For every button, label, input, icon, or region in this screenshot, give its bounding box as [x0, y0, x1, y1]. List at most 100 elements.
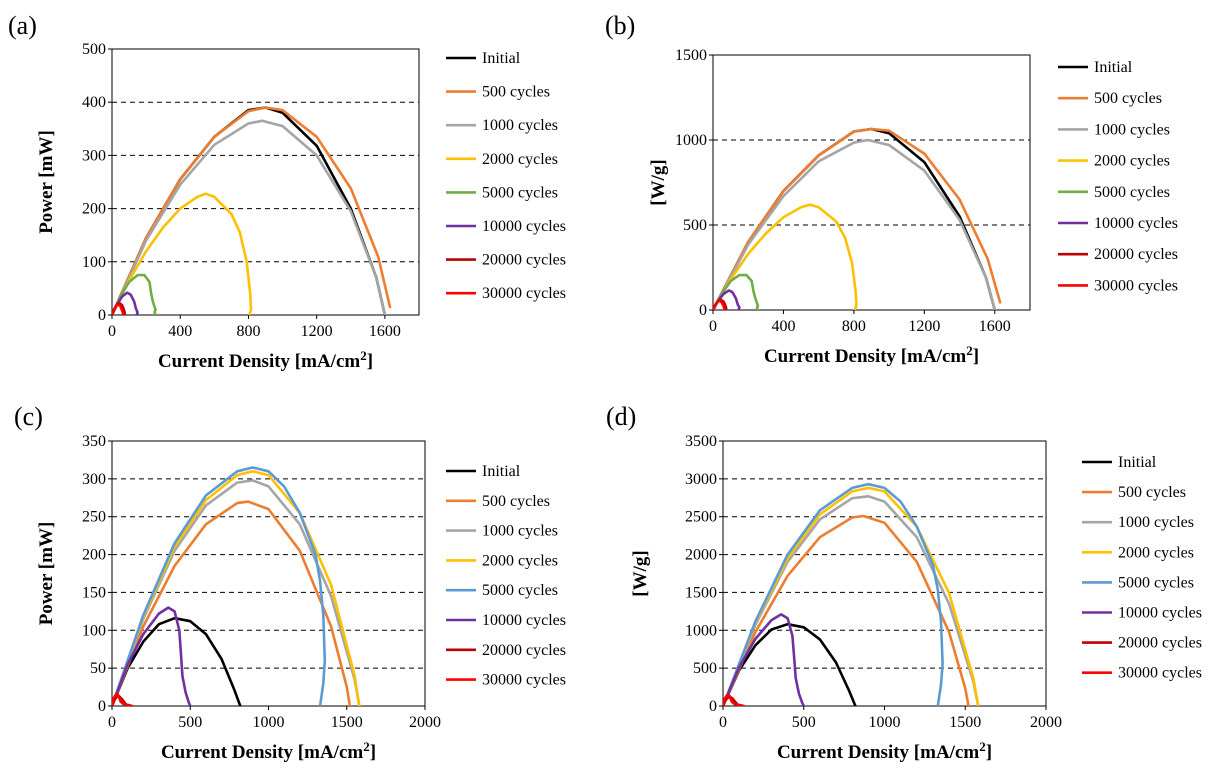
- series-line-5: [713, 273, 760, 310]
- y-axis-title: [W/g]: [630, 550, 651, 596]
- plot-frame: [712, 54, 1031, 311]
- x-axis-title: Current Density [mA/cm2]: [764, 343, 979, 367]
- y-tick-label: 400: [82, 94, 106, 111]
- y-tick-label: 500: [683, 217, 707, 234]
- legend-label: 5000 cycles: [1118, 574, 1194, 591]
- y-tick-label: 200: [82, 201, 106, 218]
- x-axis-title: Current Density [mA/cm2]: [161, 739, 376, 763]
- legend: Initial 500 cycles 1000 cycles 2000 cycles 5…: [446, 50, 566, 302]
- x-tick-label: 500: [178, 714, 202, 731]
- legend: Initial 500 cycles 1000 cycles 2000 cycles 5…: [1058, 59, 1178, 294]
- legend-label: 1000 cycles: [482, 117, 558, 134]
- legend-label: 10000 cycles: [482, 218, 566, 235]
- legend-label: 2000 cycles: [482, 552, 558, 569]
- panel-d: (d) 0 500 1000 1500 2000 2500 3000 3500 0 500 1000 1…: [606, 402, 1202, 763]
- x-tick-label: 1200: [301, 323, 333, 340]
- series-line-5: [112, 466, 327, 706]
- panel-a: (a) 0 100 200 300 400 500 0 400 800 1200 1600 Curren…: [8, 11, 566, 372]
- legend-label: 2000 cycles: [1094, 153, 1170, 170]
- legend-label: 20000 cycles: [482, 642, 566, 659]
- legend-label: 2000 cycles: [1118, 544, 1194, 561]
- legend-label: 30000 cycles: [482, 672, 566, 689]
- series-line-4: [112, 192, 253, 315]
- legend-label: 30000 cycles: [1094, 277, 1178, 294]
- series-line-5: [723, 482, 944, 706]
- legend-label: 10000 cycles: [482, 612, 566, 629]
- series-line-1: [112, 616, 242, 706]
- plot-frame: [111, 440, 426, 707]
- legend-label: 1000 cycles: [1118, 514, 1194, 531]
- legend-label: 20000 cycles: [482, 252, 566, 269]
- legend-label: 30000 cycles: [1118, 665, 1202, 682]
- y-tick-label: 300: [82, 147, 106, 164]
- y-tick-label: 500: [693, 660, 717, 677]
- x-tick-label: 1000: [869, 714, 901, 731]
- legend-label: 10000 cycles: [1094, 215, 1178, 232]
- y-tick-label: 3000: [685, 471, 717, 488]
- x-tick-label: 1500: [949, 714, 981, 731]
- panel-label: (c): [14, 402, 43, 431]
- x-tick-label: 500: [792, 714, 816, 731]
- y-tick-label: 0: [699, 302, 707, 319]
- legend: Initial 500 cycles 1000 cycles 2000 cycles 5…: [1082, 454, 1202, 682]
- series-line-8: [112, 692, 134, 706]
- legend-label: 30000 cycles: [482, 285, 566, 302]
- y-tick-label: 1000: [675, 132, 707, 149]
- panel-label: (a): [8, 11, 37, 40]
- y-tick-label: 50: [90, 660, 106, 677]
- y-tick-label: 150: [82, 584, 106, 601]
- y-tick-label: 2000: [685, 547, 717, 564]
- plot-frame: [722, 440, 1047, 707]
- series-line-3: [112, 479, 361, 706]
- y-tick-label: 1500: [675, 47, 707, 64]
- series-line-4: [713, 203, 858, 310]
- legend-label: Initial: [482, 50, 521, 67]
- y-axis-title: [W/g]: [648, 159, 669, 205]
- series-group: [723, 482, 980, 706]
- x-tick-label: 2000: [409, 714, 441, 731]
- legend-label: 500 cycles: [1094, 90, 1162, 107]
- legend-label: 500 cycles: [482, 84, 550, 101]
- legend: Initial 500 cycles 1000 cycles 2000 cycles 5…: [446, 463, 566, 689]
- legend-label: Initial: [482, 463, 521, 480]
- series-line-3: [723, 494, 980, 706]
- series-group: [713, 127, 1002, 310]
- x-axis-title: Current Density [mA/cm2]: [777, 739, 992, 763]
- series-group: [112, 106, 392, 315]
- legend-label: Initial: [1118, 454, 1157, 471]
- series-line-5: [112, 273, 157, 315]
- series-line-8: [112, 303, 125, 315]
- series-line-1: [723, 622, 857, 706]
- series-line-6: [112, 291, 139, 315]
- y-axis-title: Power [mW]: [36, 130, 57, 234]
- x-tick-label: 1200: [908, 318, 940, 335]
- y-tick-label: 3500: [685, 433, 717, 450]
- legend-label: 1000 cycles: [482, 523, 558, 540]
- legend-label: 5000 cycles: [482, 582, 558, 599]
- x-tick-label: 1600: [979, 318, 1011, 335]
- series-line-2: [723, 514, 970, 706]
- x-tick-label: 400: [771, 318, 795, 335]
- x-tick-label: 800: [842, 318, 866, 335]
- y-tick-label: 0: [98, 698, 106, 715]
- panel-c: (c) 0 50 100 150 200 250 300 350 0 500 1000 1500 2000…: [14, 402, 566, 763]
- y-axis-title: Power [mW]: [36, 522, 57, 626]
- series-line-4: [723, 486, 980, 706]
- series-group: [112, 466, 361, 706]
- legend-label: 5000 cycles: [482, 184, 558, 201]
- series-line-2: [112, 500, 352, 706]
- y-tick-label: 300: [82, 471, 106, 488]
- y-tick-label: 2500: [685, 509, 717, 526]
- plot-frame: [111, 48, 420, 316]
- y-tick-label: 1000: [685, 622, 717, 639]
- legend-label: 1000 cycles: [1094, 121, 1170, 138]
- series-line-8: [723, 693, 746, 706]
- y-tick-label: 350: [82, 433, 106, 450]
- y-tick-label: 250: [82, 509, 106, 526]
- legend-label: 2000 cycles: [482, 151, 558, 168]
- y-tick-label: 1500: [685, 584, 717, 601]
- x-tick-label: 1600: [369, 323, 401, 340]
- series-line-2: [713, 127, 1002, 310]
